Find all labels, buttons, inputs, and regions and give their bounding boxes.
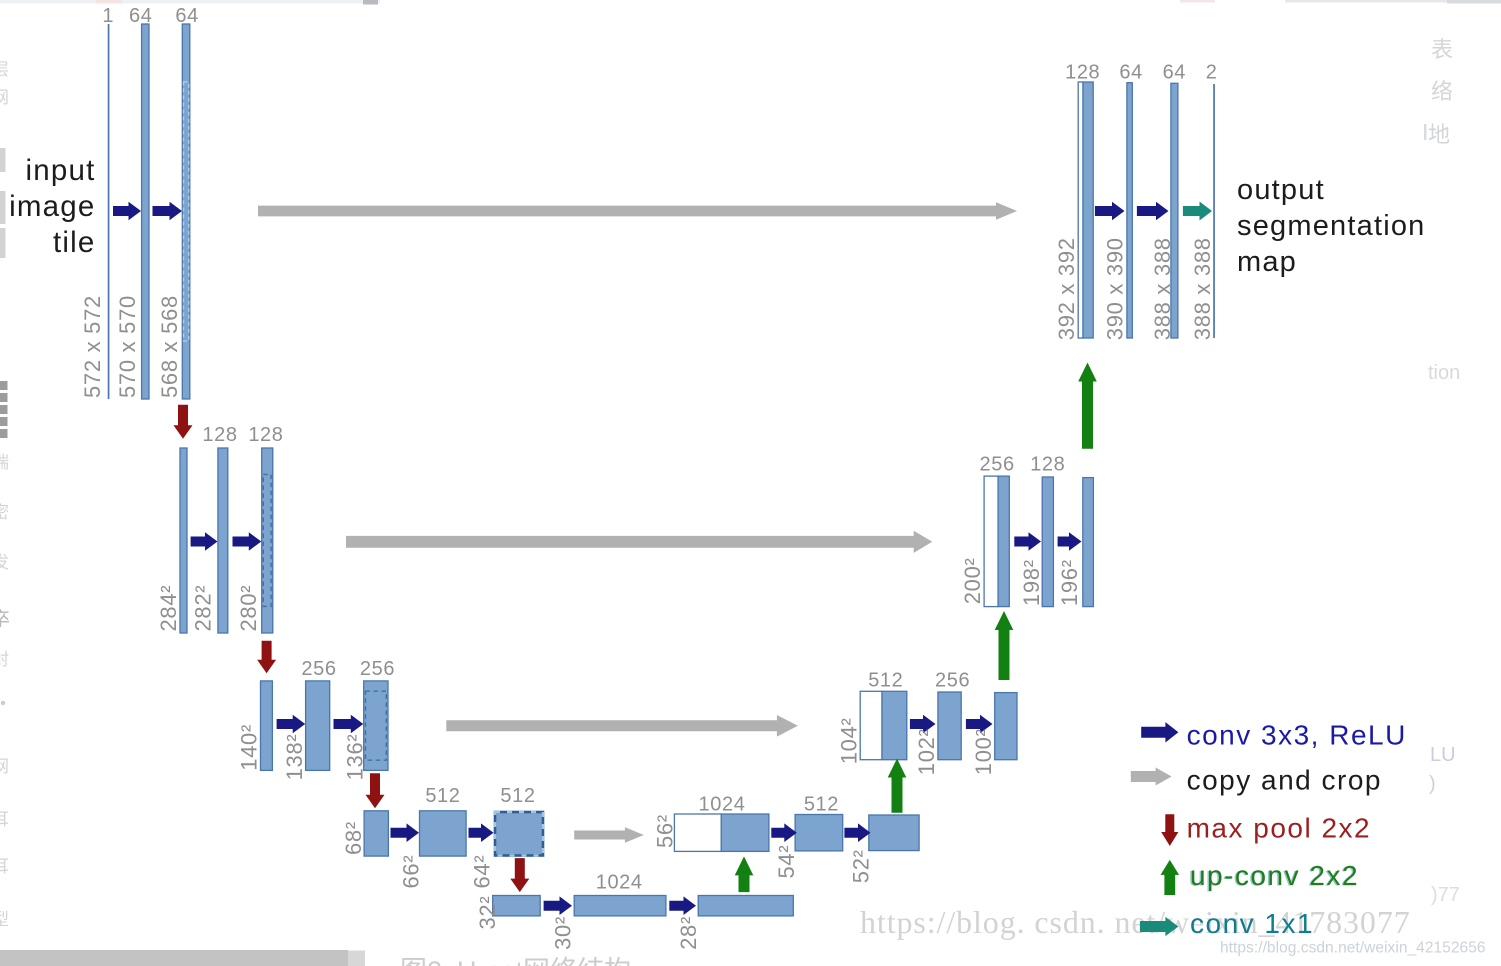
svg-text:28²: 28² bbox=[676, 916, 701, 950]
svg-text:256: 256 bbox=[301, 658, 336, 680]
svg-text:): ) bbox=[1429, 773, 1436, 795]
svg-text:100²: 100² bbox=[971, 728, 996, 775]
svg-text:发: 发 bbox=[0, 553, 9, 572]
svg-text:1024: 1024 bbox=[699, 794, 746, 816]
svg-text:密: 密 bbox=[0, 503, 9, 522]
svg-text:map: map bbox=[1237, 246, 1297, 278]
svg-text:网: 网 bbox=[0, 757, 9, 776]
svg-text:2: 2 bbox=[1206, 61, 1218, 83]
svg-text:tile: tile bbox=[53, 226, 96, 259]
svg-text:196²: 196² bbox=[1057, 559, 1082, 606]
svg-text:572 x 572: 572 x 572 bbox=[80, 295, 105, 398]
svg-text:64: 64 bbox=[1163, 61, 1186, 83]
svg-text:1024: 1024 bbox=[596, 872, 643, 894]
svg-text:284²: 284² bbox=[156, 585, 181, 632]
svg-text:max pool 2x2: max pool 2x2 bbox=[1187, 813, 1372, 844]
svg-text:66²: 66² bbox=[398, 855, 423, 889]
svg-text:tion: tion bbox=[1428, 362, 1460, 384]
svg-text:282²: 282² bbox=[191, 585, 216, 632]
svg-text:copy and crop: copy and crop bbox=[1187, 765, 1382, 796]
svg-text:512: 512 bbox=[500, 785, 535, 807]
svg-text:30²: 30² bbox=[550, 916, 575, 950]
svg-text:198²: 198² bbox=[1019, 559, 1044, 606]
svg-text:conv 1x1: conv 1x1 bbox=[1190, 908, 1314, 939]
svg-text:32²: 32² bbox=[475, 896, 500, 930]
svg-text:耳: 耳 bbox=[0, 810, 9, 829]
svg-text:封: 封 bbox=[0, 650, 9, 669]
svg-text:https://blog.csdn.net/weixin_4: https://blog.csdn.net/weixin_42152656 bbox=[1220, 940, 1486, 957]
svg-text:128: 128 bbox=[202, 424, 237, 446]
svg-text:390 x 390: 390 x 390 bbox=[1103, 237, 1128, 340]
svg-text:耳: 耳 bbox=[0, 857, 9, 876]
svg-text:138²: 138² bbox=[282, 734, 307, 781]
svg-text:表: 表 bbox=[1431, 37, 1453, 62]
svg-text:层: 层 bbox=[0, 60, 9, 79]
svg-text:512: 512 bbox=[804, 794, 839, 816]
svg-text:570 x 570: 570 x 570 bbox=[115, 295, 140, 398]
svg-text:128: 128 bbox=[248, 424, 283, 446]
svg-text:68²: 68² bbox=[341, 821, 366, 855]
svg-text:54²: 54² bbox=[774, 845, 799, 879]
svg-text:568 x 568: 568 x 568 bbox=[157, 295, 182, 398]
svg-text:128: 128 bbox=[1065, 61, 1100, 83]
svg-text:up-conv 2x2: up-conv 2x2 bbox=[1190, 860, 1359, 891]
svg-text:64²: 64² bbox=[470, 855, 495, 889]
svg-text:型: 型 bbox=[0, 910, 9, 929]
svg-text:128: 128 bbox=[1030, 454, 1065, 476]
svg-text:segmentation: segmentation bbox=[1237, 210, 1426, 242]
svg-text:140²: 140² bbox=[236, 724, 261, 771]
svg-text:64: 64 bbox=[175, 5, 198, 27]
svg-text:392 x 392: 392 x 392 bbox=[1054, 237, 1079, 340]
svg-text:LU: LU bbox=[1430, 744, 1456, 766]
svg-text:52²: 52² bbox=[848, 849, 873, 883]
svg-text:256: 256 bbox=[360, 658, 395, 680]
svg-text:image: image bbox=[9, 190, 95, 223]
svg-text:200²: 200² bbox=[960, 557, 985, 604]
svg-text:280²: 280² bbox=[236, 585, 261, 632]
svg-text:64: 64 bbox=[129, 5, 152, 27]
svg-text:output: output bbox=[1237, 174, 1325, 206]
svg-text:102²: 102² bbox=[914, 728, 939, 775]
svg-text:conv 3x3, ReLU: conv 3x3, ReLU bbox=[1187, 720, 1407, 751]
svg-text:input: input bbox=[26, 154, 96, 187]
svg-text:512: 512 bbox=[425, 785, 460, 807]
svg-text:512: 512 bbox=[868, 670, 903, 692]
svg-text:388 x 388: 388 x 388 bbox=[1190, 237, 1215, 340]
svg-text:256: 256 bbox=[980, 454, 1015, 476]
svg-text:络: 络 bbox=[1431, 79, 1453, 104]
svg-text:网: 网 bbox=[0, 88, 9, 107]
svg-text:图2: U-net网络结构: 图2: U-net网络结构 bbox=[400, 956, 631, 966]
svg-text:)77: )77 bbox=[1431, 884, 1460, 906]
svg-text:https://blog. csdn. net/weixin: https://blog. csdn. net/weixin_41783077 bbox=[860, 904, 1411, 940]
svg-text:up-conv 2x2: up-conv 2x2 bbox=[1189, 861, 1358, 892]
svg-text:1: 1 bbox=[102, 5, 114, 27]
svg-text:136²: 136² bbox=[343, 734, 368, 781]
svg-text:卒: 卒 bbox=[0, 608, 10, 630]
svg-text:56²: 56² bbox=[652, 814, 677, 848]
svg-text:388 x 388: 388 x 388 bbox=[1150, 237, 1175, 340]
svg-text:端: 端 bbox=[0, 453, 9, 472]
svg-text:64: 64 bbox=[1119, 61, 1142, 83]
svg-text:地: 地 bbox=[1428, 122, 1450, 147]
svg-text:104²: 104² bbox=[837, 717, 862, 764]
svg-text:256: 256 bbox=[935, 670, 970, 692]
